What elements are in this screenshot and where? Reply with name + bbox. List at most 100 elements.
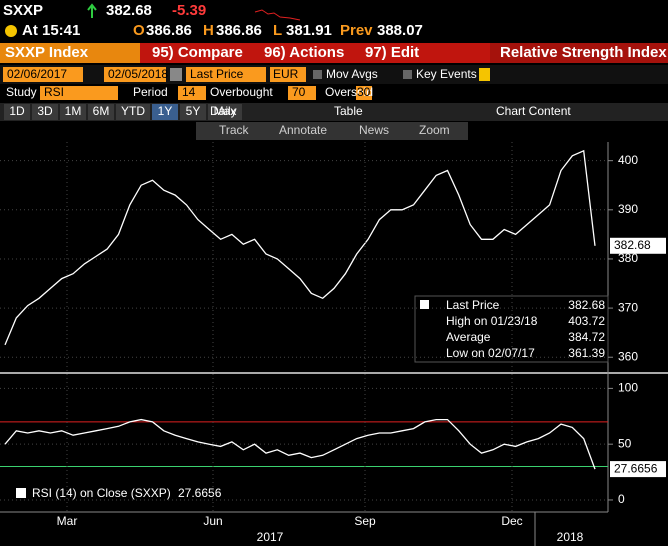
low-label: L (273, 22, 282, 39)
toolbar (140, 43, 490, 63)
legend-value: 27.6656 (178, 486, 222, 500)
open-value: 386.86 (146, 22, 192, 39)
net-change: -5.39 (172, 2, 206, 19)
series-line (4, 418, 596, 470)
compare-button[interactable]: 95) Compare (152, 44, 243, 61)
range-label[interactable]: 1D (9, 104, 25, 118)
y-tick-label: 390 (618, 202, 638, 216)
up-arrow-icon (87, 3, 97, 18)
security-field[interactable] (0, 43, 140, 63)
range-button[interactable] (180, 104, 206, 120)
range-button[interactable] (32, 104, 58, 120)
open-label: O (133, 22, 145, 39)
last-value-tag (610, 237, 666, 254)
year-label: 2018 (557, 530, 584, 544)
function-title: Relative Strength Index (500, 44, 667, 61)
period-field[interactable] (178, 86, 206, 100)
last-value-label: 382.68 (614, 238, 651, 252)
legend-value: 403.72 (568, 314, 605, 328)
oversold-label: Oversold (325, 85, 373, 99)
range-label[interactable]: 1Y (158, 104, 173, 118)
x-tick-label: Sep (354, 514, 376, 528)
chart-tool[interactable]: Track (219, 123, 250, 137)
mov-avgs-checkbox[interactable] (313, 70, 322, 79)
legend-value: 361.39 (568, 346, 605, 360)
function-title-bar (490, 43, 668, 63)
y-tick-label: 0 (618, 492, 625, 506)
ticker: SXXP (3, 2, 43, 19)
chart-tools-bar (196, 122, 468, 140)
overbought[interactable]: 70 (292, 85, 306, 99)
range-label[interactable]: YTD (121, 104, 145, 118)
y-tick-label: 380 (618, 251, 638, 265)
last-value-label: 27.6656 (614, 461, 658, 475)
study-name[interactable]: RSI (44, 85, 64, 99)
study-label: Study (6, 85, 37, 99)
y-tick-label: 100 (618, 381, 638, 395)
period-label: Period (133, 85, 168, 99)
low-value: 381.91 (286, 22, 332, 39)
year-label: 2017 (257, 530, 284, 544)
range-label[interactable]: 5Y (186, 104, 201, 118)
range-button[interactable] (116, 104, 150, 120)
y-tick-label: 370 (618, 300, 638, 314)
calendar-icon[interactable] (170, 68, 182, 81)
study-field[interactable] (40, 86, 118, 100)
legend-label: RSI (14) on Close (SXXP) (32, 486, 171, 500)
prev-value: 388.07 (377, 22, 423, 39)
range-button[interactable] (60, 104, 86, 120)
security[interactable]: SXXP Index (5, 44, 89, 61)
table-button[interactable]: Table (334, 104, 363, 118)
range-button[interactable] (208, 104, 242, 120)
actions-button[interactable]: 96) Actions (264, 44, 344, 61)
chart-tool[interactable]: Zoom (419, 123, 450, 137)
legend-label: Average (446, 330, 491, 344)
end-date[interactable]: 02/05/2018 (108, 67, 168, 81)
chart-tool[interactable]: Annotate (279, 123, 327, 137)
legend-label: High on 01/23/18 (446, 314, 538, 328)
y-tick-label: 360 (618, 349, 638, 363)
sparkline (254, 9, 301, 21)
legend-label: Low on 02/07/17 (446, 346, 535, 360)
y-tick-label: 50 (618, 436, 632, 450)
series-line (4, 149, 596, 346)
chart-content-button[interactable]: Chart Content (496, 104, 571, 118)
field[interactable]: Last Price (190, 67, 244, 81)
y-tick-label: 400 (618, 153, 638, 167)
currency-dropdown[interactable] (270, 67, 306, 82)
edit-button[interactable]: 97) Edit (365, 44, 419, 61)
info-icon[interactable] (479, 68, 490, 81)
range-label[interactable]: 6M (93, 104, 110, 118)
range-label[interactable]: Max (214, 104, 237, 118)
start-date[interactable]: 02/06/2017 (7, 67, 67, 81)
field-dropdown[interactable] (186, 67, 266, 82)
legend-value: 382.68 (568, 298, 605, 312)
legend-label: Last Price (446, 298, 500, 312)
x-tick-label: Jun (203, 514, 222, 528)
overbought-field[interactable] (288, 86, 316, 100)
currency[interactable]: EUR (273, 67, 299, 81)
legend-swatch (16, 488, 26, 498)
settings-bar (0, 65, 668, 84)
mov-avgs-label[interactable]: Mov Avgs (326, 67, 378, 81)
legend-swatch (420, 300, 429, 309)
x-tick-label: Mar (57, 514, 78, 528)
range-button[interactable] (4, 104, 30, 120)
clock-icon (5, 25, 17, 37)
oversold-field[interactable] (356, 86, 372, 100)
start-date-field[interactable] (3, 67, 83, 82)
key-events-checkbox[interactable] (403, 70, 412, 79)
chart-tool[interactable]: News (359, 123, 389, 137)
high-label: H (203, 22, 214, 39)
range-button[interactable] (88, 104, 114, 120)
end-date-field[interactable] (104, 67, 166, 82)
range-button[interactable] (152, 104, 178, 120)
oversold[interactable]: 30 (357, 85, 371, 99)
prev-label: Prev (340, 22, 373, 39)
frequency[interactable]: Daily (210, 104, 237, 118)
period[interactable]: 14 (182, 85, 196, 99)
overbought-label: Overbought (210, 85, 273, 99)
range-label[interactable]: 1M (65, 104, 82, 118)
key-events-label[interactable]: Key Events (416, 67, 477, 81)
range-label[interactable]: 3D (37, 104, 53, 118)
